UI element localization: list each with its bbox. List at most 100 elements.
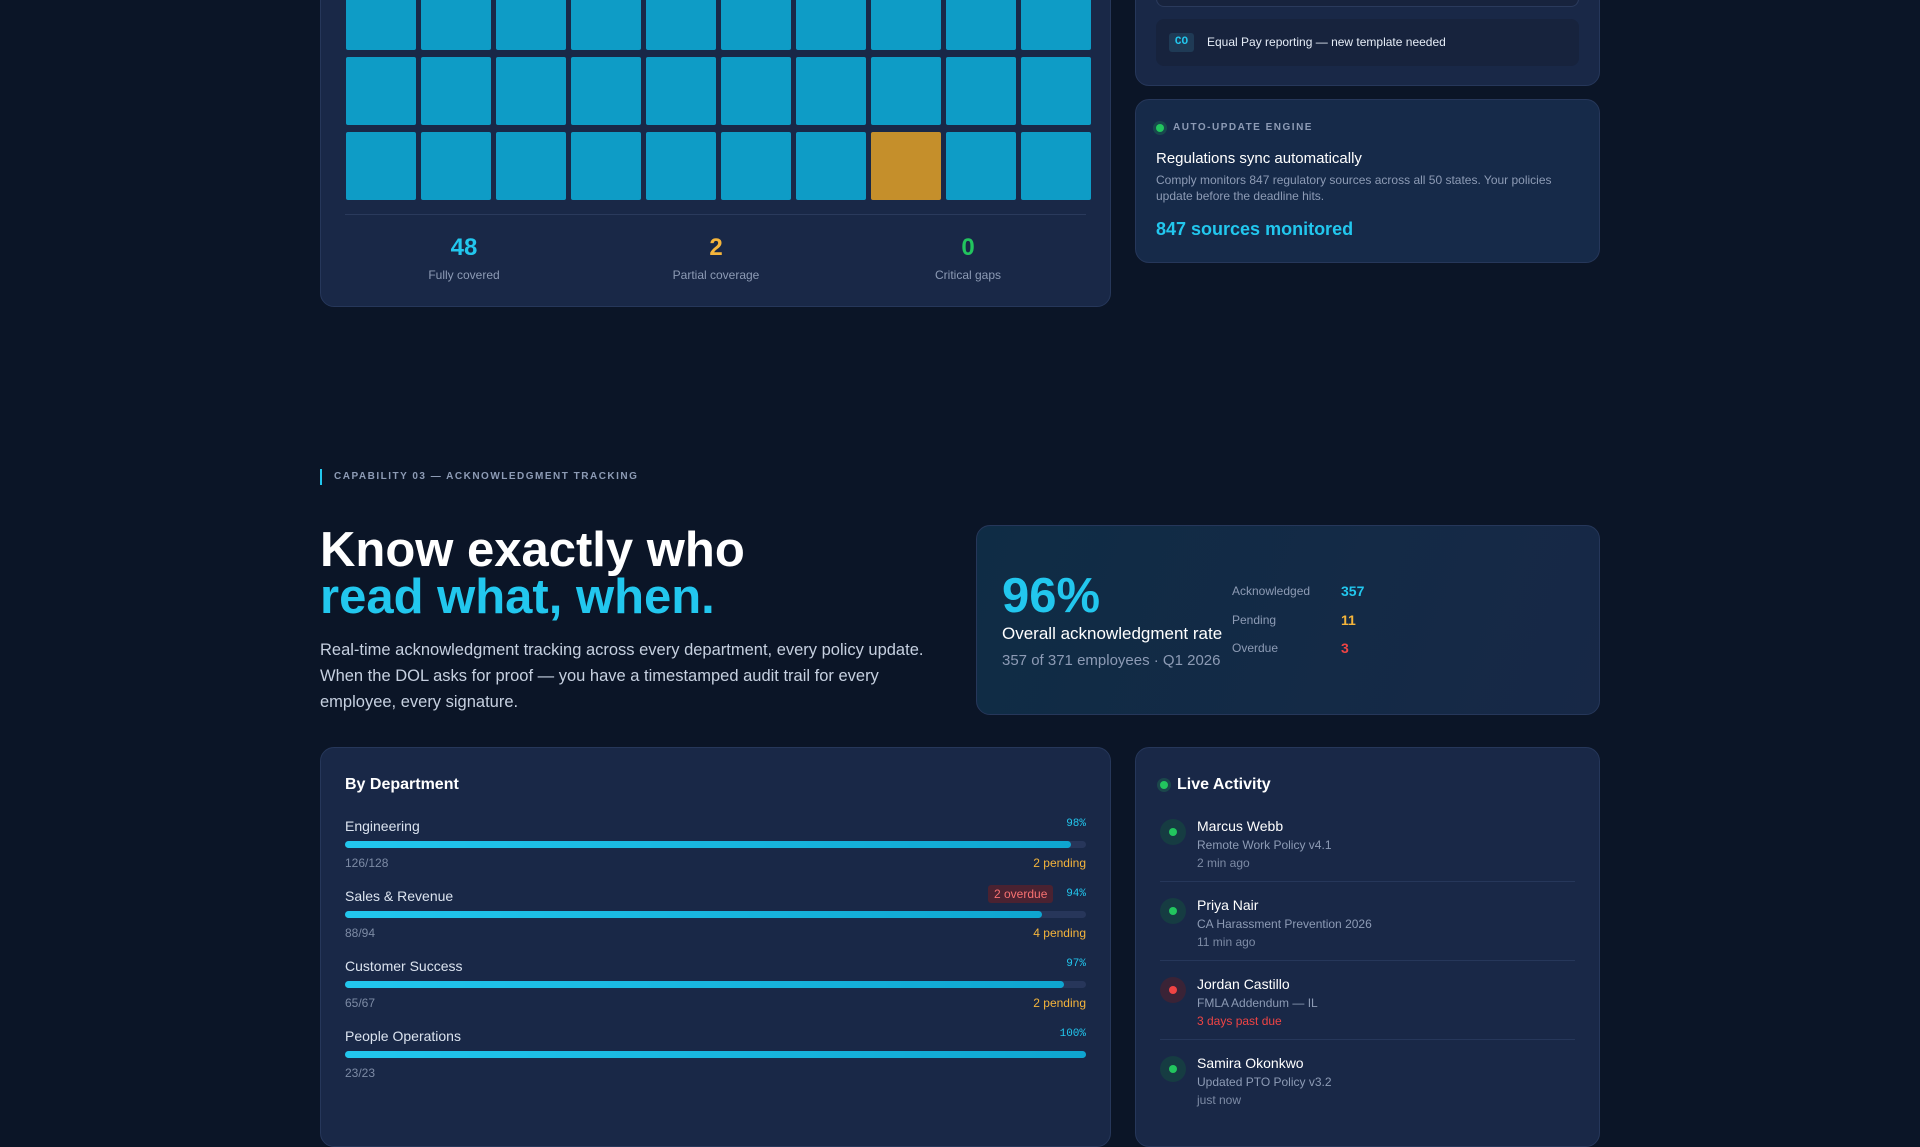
state-tile [946,0,1016,50]
state-tile [796,0,866,50]
status-dot [1169,907,1177,915]
status-dot [1156,124,1164,132]
progress-bar [345,1051,1086,1058]
progress-bar [345,841,1072,848]
department-name: People Operations [345,1028,461,1044]
breakdown-value: 357 [1341,583,1365,599]
breakdown-label: Acknowledged [1232,584,1311,598]
pending-count: 2 pending [1033,996,1086,1010]
progress-bar [345,981,1064,988]
alert-text: Equal Pay reporting — new template neede… [1207,35,1446,49]
state-tile [421,132,491,200]
status-dot [1169,1065,1177,1073]
state-tile [796,132,866,200]
policy-name: FMLA Addendum — IL [1197,996,1318,1010]
policy-name: CA Harassment Prevention 2026 [1197,917,1372,931]
state-tile [946,57,1016,125]
state-tile [571,0,641,50]
state-tile [871,57,941,125]
department-card: By Department Engineering 98% 126/128 2 pen… [320,747,1111,1147]
department-name: Customer Success [345,958,463,974]
eyebrow: CAPABILITY 03 — ACKNOWLEDGMENT TRACKING [334,471,639,482]
section-body: Real-time acknowledgment tracking across… [320,641,924,711]
stat-label: Critical gaps [934,268,1002,282]
state-tile [571,132,641,200]
state-tile [646,57,716,125]
heading: Know exactly who [320,523,745,577]
department-count: 23/23 [345,1066,376,1080]
state-tile [571,57,641,125]
rate-caption: Overall acknowledgment rate [1002,624,1223,643]
pending-count: 4 pending [1033,926,1086,940]
state-tile [346,132,416,200]
alerts-card: CO Equal Pay reporting — new template ne… [1135,0,1600,86]
engine-card: AUTO-UPDATE ENGINE Regulations sync auto… [1135,99,1600,263]
divider [345,214,1086,215]
department-count: 65/67 [345,996,376,1010]
department-name: Sales & Revenue [345,888,454,904]
state-tile [421,57,491,125]
state-tile [721,57,791,125]
divider [1160,960,1575,961]
progress-bar [345,911,1042,918]
person-name: Marcus Webb [1197,818,1284,834]
state-tile [346,0,416,50]
overdue-badge: 2 overdue [988,885,1054,903]
state-tile [721,132,791,200]
state-tile [871,132,941,200]
activity-time: 2 min ago [1197,856,1250,870]
department-percent: 100% [1059,1028,1086,1040]
stat-label: Partial coverage [672,268,760,282]
state-tile [346,57,416,125]
department-count: 88/94 [345,926,376,940]
department-percent: 94% [1066,888,1086,900]
card-title: By Department [345,776,459,793]
policy-name: Updated PTO Policy v3.2 [1197,1075,1332,1089]
department-percent: 98% [1066,818,1086,830]
stat-value: 48 [450,234,478,261]
policy-name: Remote Work Policy v4.1 [1197,838,1332,852]
activity-time: just now [1197,1093,1242,1107]
state-tile [1021,57,1091,125]
heading-accent: read what, when. [320,570,715,624]
breakdown-label: Overdue [1232,641,1279,655]
rate-detail: 357 of 371 employees · Q1 2026 [1002,652,1221,669]
live-dot [1160,781,1168,789]
pending-count: 2 pending [1033,856,1086,870]
divider [1160,1039,1575,1040]
rate: 96% [1002,569,1101,623]
state-tile [496,132,566,200]
state-tile [1021,132,1091,200]
eyebrow-bar [320,469,322,485]
department-count: 126/128 [345,856,389,870]
engine-title: Regulations sync automatically [1156,150,1362,167]
engine-label: AUTO-UPDATE ENGINE [1173,122,1313,133]
summary-card: 96% Overall acknowledgment rate 357 of 3… [976,525,1600,715]
person-name: Priya Nair [1197,897,1259,913]
state-tile [871,0,941,50]
divider [1160,881,1575,882]
stat-label: Fully covered [428,268,500,282]
state-tile [496,0,566,50]
activity-card: Live Activity Marcus Webb Remote Work Pol… [1135,747,1600,1147]
state-tile [646,132,716,200]
state-tile [421,0,491,50]
alert-item: CO Equal Pay reporting — new template ne… [1156,19,1579,66]
state-tile [721,0,791,50]
state-tile [646,0,716,50]
state-tile [1021,0,1091,50]
activity-time: 11 min ago [1197,935,1256,949]
coverage-card: 48 Fully covered 2 Partial coverage 0 Cr… [320,0,1111,307]
state-tile [946,132,1016,200]
activity-time: 3 days past due [1197,1014,1282,1028]
card-title: Live Activity [1177,776,1271,793]
breakdown-value: 11 [1341,611,1356,628]
state-badge: CO [1169,33,1194,52]
breakdown-value: 3 [1341,640,1349,656]
page: 48 Fully covered 2 Partial coverage 0 Cr… [320,0,1600,1147]
alert-item [1156,0,1579,7]
engine-description: Comply monitors 847 regulatory sources a… [1156,173,1552,203]
engine-highlight: 847 sources monitored [1156,219,1354,239]
person-name: Samira Okonkwo [1197,1055,1304,1071]
state-tile [496,57,566,125]
